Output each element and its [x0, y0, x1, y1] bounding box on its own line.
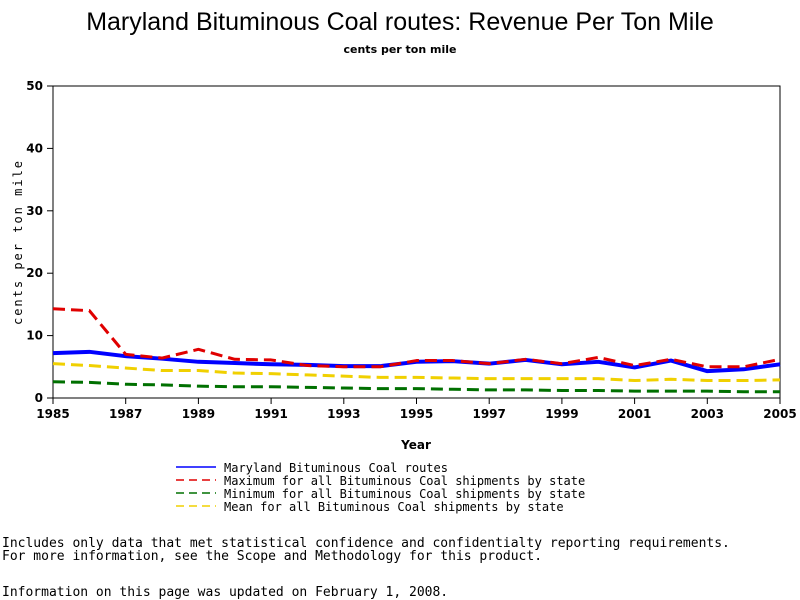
legend-label: Maximum for all Bituminous Coal shipment… [224, 474, 585, 488]
plot-frame [52, 85, 781, 399]
update-note: Information on this page was updated on … [2, 585, 448, 600]
data-line [52, 380, 780, 394]
y-tick-label: 40 [26, 141, 43, 155]
chart-subtitle: cents per ton mile [344, 43, 457, 56]
x-tick-label: 1989 [182, 407, 215, 421]
x-axis-label: Year [400, 438, 431, 452]
x-tick-label: 1985 [36, 407, 69, 421]
x-tick-label: 1993 [327, 407, 360, 421]
x-tick-label: 1995 [400, 407, 433, 421]
y-tick-label: 10 [26, 329, 43, 343]
legend-label: Mean for all Bituminous Coal shipments b… [224, 500, 564, 514]
x-tick-label: 1991 [254, 407, 287, 421]
legend-label: Minimum for all Bituminous Coal shipment… [224, 487, 585, 501]
chart-title: Maryland Bituminous Coal routes: Revenue… [86, 8, 714, 36]
x-tick-label: 1997 [472, 407, 505, 421]
y-tick-label: 50 [26, 79, 43, 93]
x-tick-label: 2003 [691, 407, 724, 421]
footnote: Includes only data that met statistical … [2, 536, 730, 551]
x-tick-label: 1987 [109, 407, 142, 421]
y-axis-label: cents per ton mile [11, 159, 25, 325]
x-tick-label: 1999 [545, 407, 578, 421]
footnote: For more information, see the Scope and … [2, 549, 542, 564]
data-line [52, 362, 781, 383]
x-tick-label: 2001 [618, 407, 651, 421]
y-tick-label: 0 [35, 391, 43, 405]
y-tick-label: 30 [26, 204, 43, 218]
y-tick-label: 20 [26, 266, 43, 280]
x-tick-label: 2005 [763, 407, 796, 421]
data-line [52, 307, 781, 369]
legend-label: Maryland Bituminous Coal routes [224, 461, 448, 475]
